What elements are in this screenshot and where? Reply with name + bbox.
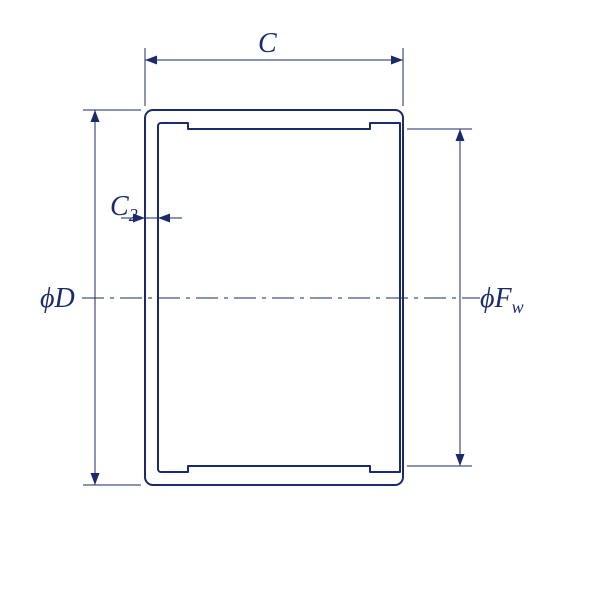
dim-C2-label: C2 bbox=[110, 191, 138, 225]
dim-phiD-label: ϕD bbox=[40, 283, 75, 314]
dim-phiFw-label: ϕFw bbox=[480, 283, 524, 317]
dim-C-label: C bbox=[258, 28, 277, 59]
